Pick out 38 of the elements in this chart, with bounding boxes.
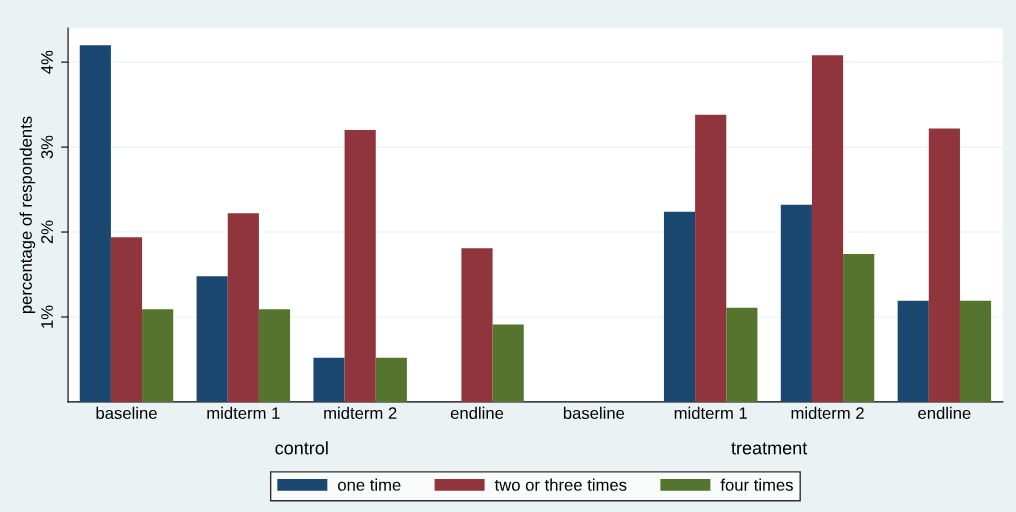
bar <box>142 309 174 402</box>
x-tick-label: midterm 2 <box>324 406 397 420</box>
bar <box>227 213 259 402</box>
bar <box>726 307 758 402</box>
text: treatment <box>731 442 808 455</box>
bar <box>344 130 376 402</box>
x-tick-label: midterm 2 <box>791 406 864 420</box>
y-axis-title: percentage of respondents <box>19 116 36 314</box>
x-tick-label: baseline <box>96 406 157 420</box>
bar <box>375 357 407 402</box>
bar <box>79 45 111 402</box>
bar <box>897 300 929 402</box>
bar <box>492 324 524 402</box>
bar <box>313 357 345 402</box>
bar <box>663 211 696 402</box>
y-tick-label: 1% <box>41 305 53 328</box>
bar <box>843 254 875 402</box>
bar <box>695 114 727 402</box>
bar <box>258 309 291 402</box>
x-tick-label: midterm 1 <box>674 406 747 420</box>
legend-label: four times <box>720 478 793 491</box>
bar <box>780 204 812 402</box>
x-tick-label: endline <box>450 406 504 420</box>
bar <box>110 237 143 402</box>
legend-label: two or three times <box>494 478 627 491</box>
legend-label: one time <box>338 478 401 491</box>
x-tick-label: baseline <box>563 406 625 420</box>
y-tick-label: 3% <box>41 135 53 159</box>
text: control <box>275 441 328 455</box>
bar <box>811 55 844 402</box>
bar <box>928 128 960 402</box>
x-tick-label: midterm 1 <box>207 406 280 420</box>
bar <box>196 276 228 402</box>
bar <box>959 300 992 402</box>
bar <box>461 248 493 402</box>
x-tick-label: endline <box>918 406 971 420</box>
y-tick-label: 2% <box>41 220 53 244</box>
y-tick-label: 4% <box>41 50 53 74</box>
